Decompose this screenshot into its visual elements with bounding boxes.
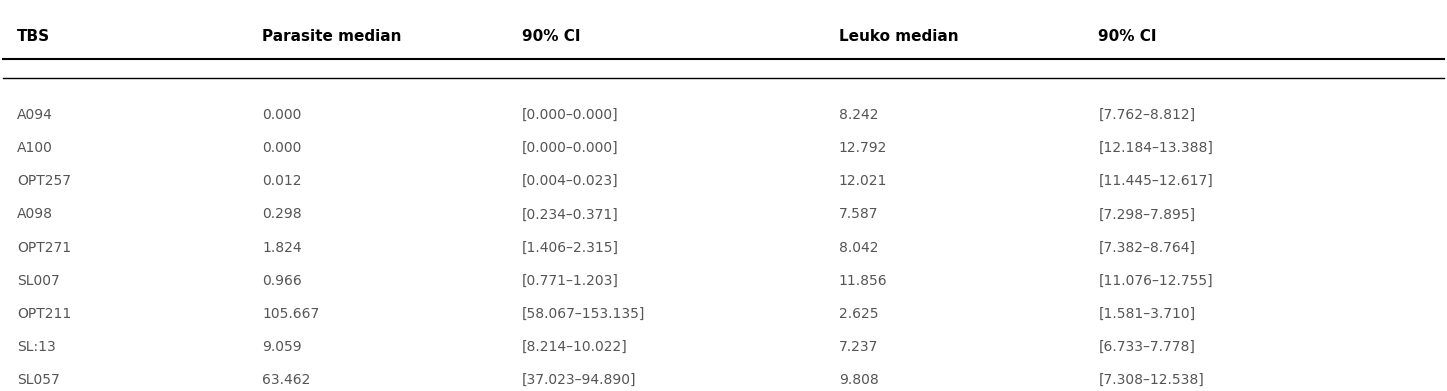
Text: SL007: SL007 (17, 274, 59, 288)
Text: [7.298–7.895]: [7.298–7.895] (1098, 208, 1195, 221)
Text: [0.771–1.203]: [0.771–1.203] (522, 274, 618, 288)
Text: 90% CI: 90% CI (522, 29, 580, 44)
Text: [6.733–7.778]: [6.733–7.778] (1098, 340, 1195, 354)
Text: 7.587: 7.587 (839, 208, 878, 221)
Text: [7.382–8.764]: [7.382–8.764] (1098, 240, 1195, 255)
Text: 9.808: 9.808 (839, 373, 878, 387)
Text: [11.076–12.755]: [11.076–12.755] (1098, 274, 1213, 288)
Text: 0.012: 0.012 (262, 174, 302, 188)
Text: [12.184–13.388]: [12.184–13.388] (1098, 141, 1213, 155)
Text: 63.462: 63.462 (262, 373, 311, 387)
Text: 2.625: 2.625 (839, 307, 878, 321)
Text: 9.059: 9.059 (262, 340, 302, 354)
Text: TBS: TBS (17, 29, 51, 44)
Text: [58.067–153.135]: [58.067–153.135] (522, 307, 645, 321)
Text: 8.042: 8.042 (839, 240, 878, 255)
Text: A100: A100 (17, 141, 54, 155)
Text: [0.004–0.023]: [0.004–0.023] (522, 174, 618, 188)
Text: 12.792: 12.792 (839, 141, 887, 155)
Text: [8.214–10.022]: [8.214–10.022] (522, 340, 628, 354)
Text: [1.581–3.710]: [1.581–3.710] (1098, 307, 1195, 321)
Text: [11.445–12.617]: [11.445–12.617] (1098, 174, 1213, 188)
Text: SL057: SL057 (17, 373, 59, 387)
Text: OPT211: OPT211 (17, 307, 71, 321)
Text: [0.234–0.371]: [0.234–0.371] (522, 208, 618, 221)
Text: [7.762–8.812]: [7.762–8.812] (1098, 108, 1195, 122)
Text: [7.308–12.538]: [7.308–12.538] (1098, 373, 1204, 387)
Text: SL:13: SL:13 (17, 340, 56, 354)
Text: 7.237: 7.237 (839, 340, 878, 354)
Text: [37.023–94.890]: [37.023–94.890] (522, 373, 637, 387)
Text: Leuko median: Leuko median (839, 29, 958, 44)
Text: 105.667: 105.667 (262, 307, 320, 321)
Text: [0.000–0.000]: [0.000–0.000] (522, 108, 618, 122)
Text: 8.242: 8.242 (839, 108, 878, 122)
Text: OPT271: OPT271 (17, 240, 71, 255)
Text: 0.966: 0.966 (262, 274, 302, 288)
Text: A094: A094 (17, 108, 54, 122)
Text: [1.406–2.315]: [1.406–2.315] (522, 240, 619, 255)
Text: 0.298: 0.298 (262, 208, 302, 221)
Text: 90% CI: 90% CI (1098, 29, 1156, 44)
Text: A098: A098 (17, 208, 54, 221)
Text: 1.824: 1.824 (262, 240, 302, 255)
Text: 0.000: 0.000 (262, 141, 301, 155)
Text: [0.000–0.000]: [0.000–0.000] (522, 141, 618, 155)
Text: 12.021: 12.021 (839, 174, 887, 188)
Text: OPT257: OPT257 (17, 174, 71, 188)
Text: 11.856: 11.856 (839, 274, 887, 288)
Text: Parasite median: Parasite median (262, 29, 402, 44)
Text: 0.000: 0.000 (262, 108, 301, 122)
